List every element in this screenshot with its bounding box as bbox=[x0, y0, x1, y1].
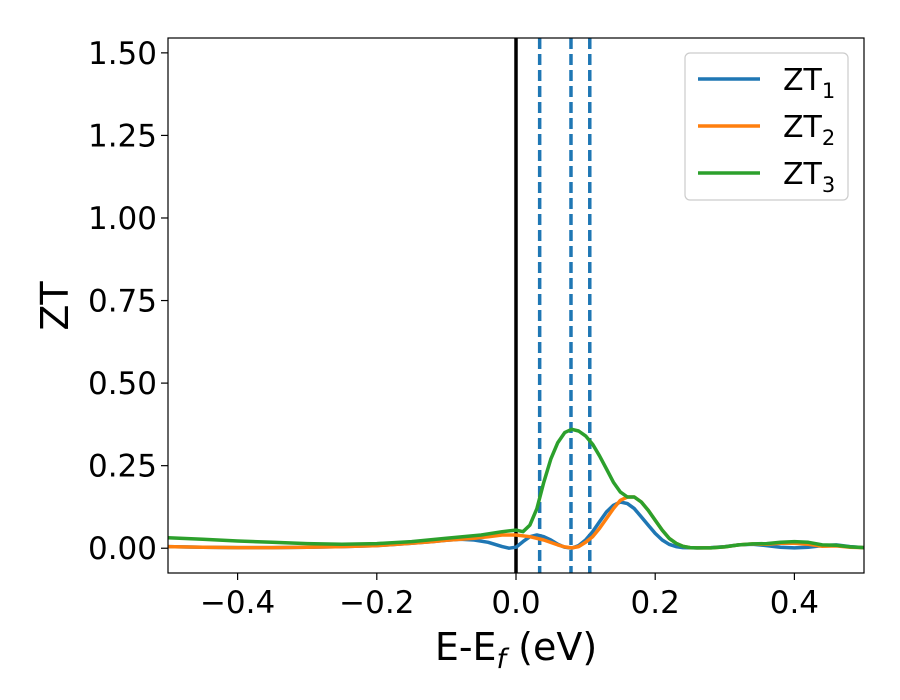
y-tick-label: 1.00 bbox=[88, 201, 157, 237]
legend: ZT1 ZT2 ZT3 bbox=[684, 52, 849, 201]
y-axis-label: ZT bbox=[33, 281, 77, 331]
y-tick-label: 0.00 bbox=[88, 531, 157, 567]
x-tick-label: −0.4 bbox=[200, 585, 275, 621]
plot-area bbox=[168, 38, 864, 573]
legend-box bbox=[684, 52, 849, 201]
y-tick-label: 0.75 bbox=[88, 284, 157, 320]
x-axis: −0.4 −0.2 0.0 0.2 0.4 bbox=[200, 573, 819, 621]
legend-label-zt2: ZT2 bbox=[783, 110, 835, 150]
series-line-zt3 bbox=[168, 427, 864, 550]
legend-label-zt1: ZT1 bbox=[783, 63, 835, 103]
x-axis-label: E-Ef (eV) bbox=[435, 625, 597, 675]
y-tick-label: 0.50 bbox=[88, 366, 157, 402]
x-tick-label: −0.2 bbox=[339, 585, 414, 621]
y-tick-label: 1.50 bbox=[88, 36, 157, 72]
y-axis: 0.00 0.25 0.50 0.75 1.00 1.25 1.50 bbox=[88, 36, 168, 567]
y-tick-label: 1.25 bbox=[88, 118, 157, 154]
x-tick-label: 0.4 bbox=[770, 585, 819, 621]
y-tick-label: 0.25 bbox=[88, 449, 157, 485]
x-tick-label: 0.2 bbox=[631, 585, 680, 621]
x-tick-label: 0.0 bbox=[491, 585, 540, 621]
legend-label-zt3: ZT3 bbox=[783, 157, 835, 197]
